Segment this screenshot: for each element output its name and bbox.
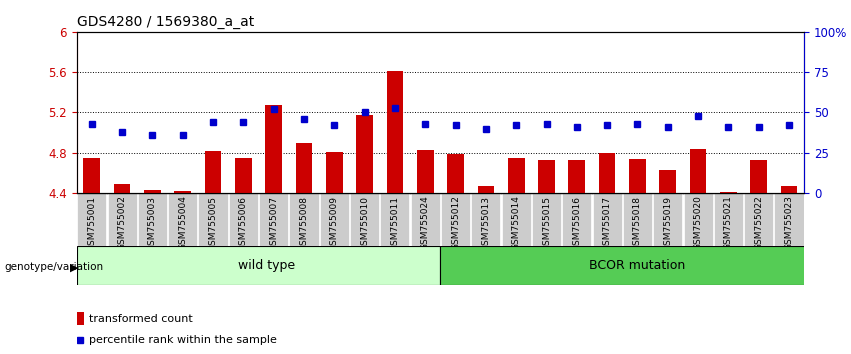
FancyBboxPatch shape: [471, 193, 500, 246]
Text: GSM755004: GSM755004: [178, 195, 187, 251]
FancyBboxPatch shape: [138, 193, 167, 246]
Text: GSM755015: GSM755015: [542, 195, 551, 251]
Text: ▶: ▶: [70, 262, 78, 272]
FancyBboxPatch shape: [320, 193, 349, 246]
FancyBboxPatch shape: [77, 193, 106, 246]
Bar: [780, 186, 797, 193]
Bar: [660, 170, 676, 193]
Bar: [357, 115, 373, 193]
Text: GSM755019: GSM755019: [663, 195, 672, 251]
Bar: [114, 184, 130, 193]
Text: percentile rank within the sample: percentile rank within the sample: [89, 335, 277, 346]
Text: GSM755008: GSM755008: [300, 195, 308, 251]
FancyBboxPatch shape: [380, 193, 409, 246]
Text: GSM755011: GSM755011: [391, 195, 399, 251]
FancyBboxPatch shape: [198, 193, 227, 246]
FancyBboxPatch shape: [77, 246, 440, 285]
FancyBboxPatch shape: [259, 193, 288, 246]
FancyBboxPatch shape: [440, 246, 820, 285]
Bar: [599, 153, 615, 193]
Text: GSM755023: GSM755023: [785, 195, 793, 251]
FancyBboxPatch shape: [229, 193, 258, 246]
Bar: [235, 158, 252, 193]
Text: GSM755021: GSM755021: [724, 195, 733, 251]
Bar: [477, 186, 494, 193]
Bar: [295, 143, 312, 193]
FancyBboxPatch shape: [774, 193, 803, 246]
FancyBboxPatch shape: [623, 193, 652, 246]
Text: transformed count: transformed count: [89, 314, 193, 324]
Text: GSM755010: GSM755010: [360, 195, 369, 251]
Text: GSM755014: GSM755014: [511, 195, 521, 251]
FancyBboxPatch shape: [592, 193, 622, 246]
Text: GSM755003: GSM755003: [148, 195, 157, 251]
Text: wild type: wild type: [237, 259, 294, 272]
Bar: [751, 160, 767, 193]
Text: genotype/variation: genotype/variation: [4, 262, 103, 272]
Text: GDS4280 / 1569380_a_at: GDS4280 / 1569380_a_at: [77, 16, 254, 29]
Text: GSM755002: GSM755002: [117, 195, 127, 251]
Text: GSM755016: GSM755016: [573, 195, 581, 251]
FancyBboxPatch shape: [714, 193, 743, 246]
FancyBboxPatch shape: [107, 193, 137, 246]
Bar: [144, 190, 161, 193]
Text: GSM755024: GSM755024: [420, 195, 430, 250]
Bar: [538, 160, 555, 193]
Text: GSM755013: GSM755013: [482, 195, 490, 251]
Text: GSM755012: GSM755012: [451, 195, 460, 251]
FancyBboxPatch shape: [654, 193, 683, 246]
Text: GSM755006: GSM755006: [239, 195, 248, 251]
Text: GSM755018: GSM755018: [633, 195, 642, 251]
Text: GSM755007: GSM755007: [269, 195, 278, 251]
Text: GSM755005: GSM755005: [208, 195, 218, 251]
Bar: [448, 154, 464, 193]
Text: GSM755022: GSM755022: [754, 195, 763, 250]
Bar: [417, 150, 433, 193]
FancyBboxPatch shape: [350, 193, 380, 246]
FancyBboxPatch shape: [168, 193, 197, 246]
Bar: [690, 149, 706, 193]
FancyBboxPatch shape: [683, 193, 712, 246]
FancyBboxPatch shape: [411, 193, 440, 246]
Text: BCOR mutation: BCOR mutation: [590, 259, 686, 272]
Bar: [326, 152, 343, 193]
Bar: [508, 158, 524, 193]
Bar: [629, 159, 646, 193]
Text: GSM755020: GSM755020: [694, 195, 703, 251]
Bar: [83, 158, 100, 193]
Bar: [386, 71, 403, 193]
Bar: [720, 192, 737, 193]
Bar: [205, 151, 221, 193]
FancyBboxPatch shape: [532, 193, 561, 246]
FancyBboxPatch shape: [289, 193, 318, 246]
FancyBboxPatch shape: [744, 193, 774, 246]
FancyBboxPatch shape: [563, 193, 591, 246]
Text: GSM755009: GSM755009: [330, 195, 339, 251]
Text: GSM755017: GSM755017: [603, 195, 612, 251]
Bar: [266, 105, 282, 193]
Bar: [174, 191, 191, 193]
Bar: [77, 312, 84, 325]
Bar: [568, 160, 585, 193]
FancyBboxPatch shape: [441, 193, 470, 246]
Text: GSM755001: GSM755001: [88, 195, 96, 251]
FancyBboxPatch shape: [501, 193, 531, 246]
